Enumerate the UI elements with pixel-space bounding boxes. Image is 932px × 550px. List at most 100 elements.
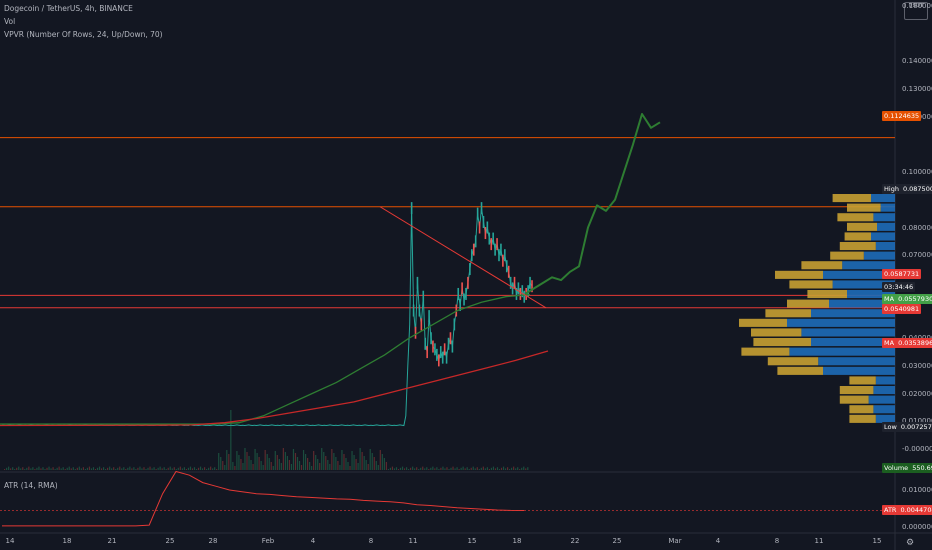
volume-bar: [410, 467, 412, 470]
volume-bar: [325, 456, 327, 470]
volume-bar: [224, 465, 226, 470]
volume-profile-down: [811, 309, 895, 318]
volume-bar: [506, 467, 509, 470]
volume-bar: [26, 467, 28, 470]
volume-bar: [296, 457, 299, 470]
volume-bar: [385, 462, 387, 470]
time-tick-label: 18: [62, 537, 72, 545]
volume-profile-up: [787, 299, 829, 308]
volume-bar: [139, 466, 141, 470]
time-tick-label: 18: [512, 537, 522, 545]
time-tick-label: 28: [208, 537, 218, 545]
volume-bar: [513, 466, 515, 470]
vol-indicator-legend[interactable]: Vol: [4, 17, 16, 26]
volume-bar: [276, 455, 278, 470]
volume-bar: [145, 469, 147, 470]
volume-profile-up: [844, 232, 871, 241]
volume-bar: [452, 466, 454, 470]
volume-bar: [353, 455, 355, 470]
volume-bar: [339, 465, 341, 470]
volume-bar: [476, 467, 478, 470]
volume-bar: [250, 460, 252, 470]
volume-bar: [210, 466, 212, 470]
volume-profile-up: [830, 251, 864, 260]
volume-bar: [44, 469, 46, 470]
volume-bar: [256, 453, 258, 470]
volume-profile-up: [777, 366, 823, 375]
volume-bar: [403, 468, 406, 470]
trendline: [379, 206, 547, 309]
price-tick-label: -0.0000000: [902, 445, 932, 453]
volume-profile-up: [751, 328, 802, 337]
vpvr-indicator-legend[interactable]: VPVR (Number Of Rows, 24, Up/Down, 70): [4, 30, 163, 39]
volume-bar: [351, 451, 353, 470]
volume-bar: [123, 467, 125, 470]
volume-bar: [212, 468, 214, 470]
volume-bar: [414, 468, 416, 470]
volume-bar: [183, 467, 185, 470]
volume-bar: [131, 468, 133, 470]
volume-bar: [117, 467, 119, 470]
volume-bar: [62, 467, 64, 470]
volume-bar: [365, 460, 367, 470]
volume-bar: [379, 450, 381, 470]
volume-bar: [143, 467, 145, 470]
volume-bar: [54, 469, 56, 470]
volume-profile-up: [839, 386, 874, 395]
symbol-legend[interactable]: Dogecoin / TetherUS, 4h, BINANCE: [4, 4, 133, 13]
volume-bar: [494, 468, 497, 470]
volume-profile-down: [871, 232, 895, 241]
volume-bar: [331, 449, 333, 470]
volume-bar: [345, 458, 347, 470]
volume-bar: [30, 468, 32, 470]
volume-bar: [115, 469, 117, 470]
volume-bar: [199, 466, 202, 470]
volume-profile-up: [832, 194, 871, 203]
volume-bar: [458, 469, 460, 470]
volume-bar: [482, 466, 484, 470]
ma-red-label: MA 0.0353896: [882, 338, 932, 348]
volume-bar: [86, 467, 89, 470]
volume-bar: [191, 468, 194, 470]
volume-bar: [18, 466, 20, 470]
time-tick-label: 22: [570, 537, 580, 545]
bar-countdown-label: 03:34:46: [882, 282, 916, 292]
volume-bar: [177, 467, 179, 470]
gear-icon[interactable]: ⚙: [906, 538, 915, 548]
volume-bar: [480, 467, 482, 470]
volume-profile-down: [880, 203, 895, 212]
volume-profile-down: [787, 318, 895, 327]
volume-bar: [111, 468, 113, 470]
volume-profile-down: [863, 251, 895, 260]
volume-bar: [40, 468, 42, 470]
volume-bar: [478, 469, 480, 470]
atr-indicator-legend[interactable]: ATR (14, RMA): [4, 481, 58, 490]
volume-bar: [399, 467, 402, 470]
volume-bar: [38, 466, 40, 470]
volume-bar: [167, 467, 169, 470]
volume-bar: [46, 467, 48, 470]
volume-bar: [264, 450, 266, 470]
volume-bar: [70, 468, 72, 470]
volume-bar: [420, 467, 422, 470]
volume-bar: [119, 466, 121, 470]
time-tick-label: 25: [612, 537, 622, 545]
time-tick-label: 25: [165, 537, 175, 545]
volume-bar: [92, 467, 95, 470]
currency-badge[interactable]: USDT: [904, 2, 928, 20]
volume-bar: [290, 464, 293, 470]
volume-bar: [206, 469, 208, 470]
volume-bar: [90, 468, 93, 470]
volume-bar: [466, 467, 468, 470]
volume-bar: [216, 469, 218, 470]
volume-bar: [355, 459, 357, 470]
volume-bar: [329, 464, 331, 470]
volume-profile-up: [765, 309, 811, 318]
volume-profile-down: [829, 299, 895, 308]
volume-bar: [187, 467, 190, 470]
time-tick-label: 4: [715, 537, 721, 545]
time-tick-label: 8: [368, 537, 374, 545]
atr-tick-label: 0.0100000: [902, 486, 932, 494]
